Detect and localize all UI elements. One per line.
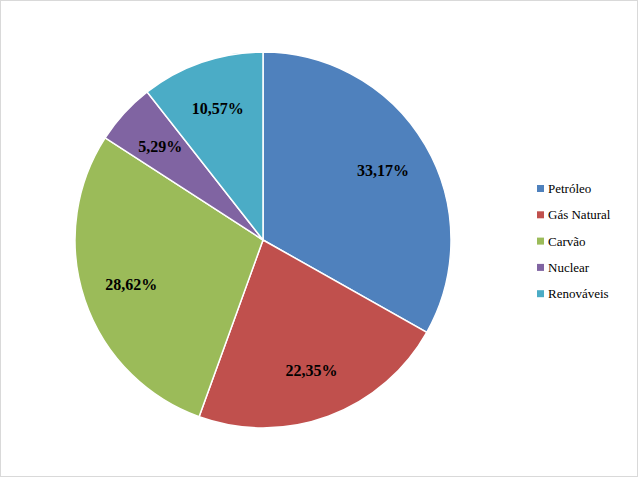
legend-swatch: [537, 185, 544, 192]
chart-frame: [1, 1, 638, 477]
chart: 33,17% 22,35% 28,62% 5,29% 10,57% Petróleo Gás…: [0, 0, 638, 477]
legend-swatch: [537, 211, 544, 218]
legend-swatch: [537, 264, 544, 271]
data-label: 10,57%: [192, 100, 244, 117]
legend-label: Gás Natural: [548, 207, 611, 222]
legend-swatch: [537, 290, 544, 297]
legend-swatch: [537, 238, 544, 245]
legend-label: Carvão: [548, 234, 586, 249]
data-label: 33,17%: [357, 162, 409, 179]
data-label: 28,62%: [105, 276, 157, 293]
data-label: 22,35%: [285, 362, 337, 379]
legend-label: Renováveis: [548, 286, 609, 301]
data-label: 5,29%: [138, 138, 182, 155]
legend-label: Nuclear: [548, 260, 590, 275]
slices: [75, 52, 451, 428]
legend: Petróleo Gás Natural Carvão Nuclear Renováve…: [537, 181, 611, 301]
data-labels: 33,17% 22,35% 28,62% 5,29% 10,57%: [105, 100, 409, 379]
legend-label: Petróleo: [548, 181, 591, 196]
